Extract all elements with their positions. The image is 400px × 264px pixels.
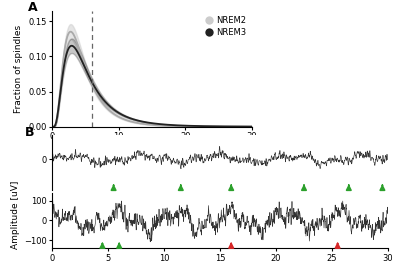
X-axis label: Inter-spindle interval [sec]: Inter-spindle interval [sec]	[92, 147, 212, 156]
Y-axis label: Fraction of spindles: Fraction of spindles	[14, 25, 22, 113]
Text: Amplitude [uV]: Amplitude [uV]	[12, 181, 20, 249]
Text: B: B	[25, 126, 35, 139]
Text: A: A	[28, 1, 38, 14]
Legend: NREM2, NREM3: NREM2, NREM3	[204, 15, 248, 39]
